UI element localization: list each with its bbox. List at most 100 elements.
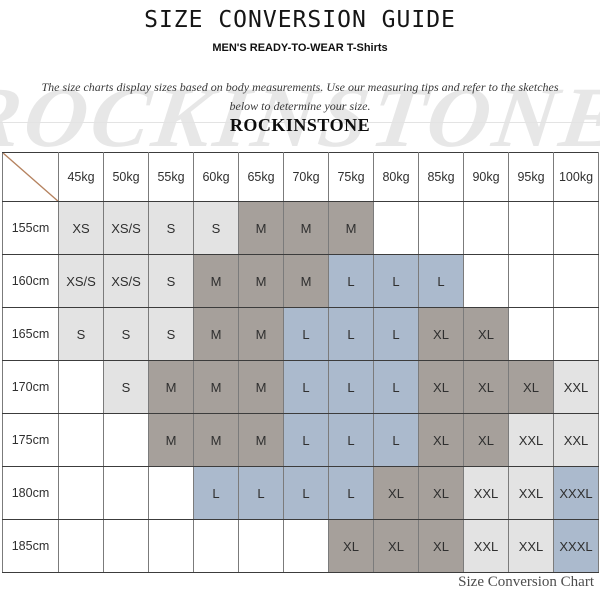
size-cell: XL: [418, 466, 464, 521]
corner-diagonal-cell: [2, 151, 59, 203]
empty-cell: [373, 201, 419, 256]
size-cell: XXL: [553, 360, 599, 415]
size-cell: L: [238, 466, 284, 521]
description-line-2: below to determine your size.: [229, 99, 371, 113]
height-label: 155cm: [2, 201, 59, 256]
size-cell: L: [283, 360, 329, 415]
size-cell: XL: [508, 360, 554, 415]
size-cell: S: [148, 307, 194, 362]
size-cell: M: [283, 201, 329, 256]
size-cell: L: [373, 360, 419, 415]
size-cell: L: [373, 307, 419, 362]
empty-cell: [58, 413, 104, 468]
empty-cell: [508, 307, 554, 362]
size-cell: XS/S: [58, 254, 104, 309]
size-cell: S: [148, 254, 194, 309]
size-cell: M: [193, 254, 239, 309]
table-row: 180cm L L L L XL XL XXL XXL XXXL: [2, 466, 599, 521]
weight-header: 90kg: [463, 151, 509, 203]
height-label: 165cm: [2, 307, 59, 362]
size-cell: XS/S: [103, 254, 149, 309]
empty-cell: [283, 519, 329, 574]
size-cell: XXXL: [553, 519, 599, 574]
table-row: 160cm XS/S XS/S S M M M L L L: [2, 254, 599, 309]
empty-cell: [58, 466, 104, 521]
size-cell: S: [58, 307, 104, 362]
weight-header: 80kg: [373, 151, 419, 203]
empty-cell: [463, 201, 509, 256]
size-cell: M: [328, 201, 374, 256]
weight-header: 50kg: [103, 151, 149, 203]
size-cell: XL: [463, 360, 509, 415]
size-cell: XL: [328, 519, 374, 574]
empty-cell: [463, 254, 509, 309]
size-cell: XXL: [463, 519, 509, 574]
size-table-body: 45kg 50kg 55kg 60kg 65kg 70kg 75kg 80kg 85kg 90kg…: [2, 151, 599, 574]
page-title: SIZE CONVERSION GUIDE: [144, 7, 456, 33]
size-cell: M: [238, 307, 284, 362]
size-cell: M: [238, 360, 284, 415]
height-label: 175cm: [2, 413, 59, 468]
size-cell: L: [283, 307, 329, 362]
page-subtitle: MEN'S READY-TO-WEAR T-Shirts: [212, 42, 388, 54]
weight-header: 75kg: [328, 151, 374, 203]
empty-cell: [193, 519, 239, 574]
weight-header: 70kg: [283, 151, 329, 203]
empty-cell: [553, 201, 599, 256]
size-cell: XXL: [508, 519, 554, 574]
size-cell: XXL: [463, 466, 509, 521]
weight-header: 100kg: [553, 151, 599, 203]
size-cell: XL: [418, 307, 464, 362]
size-cell: S: [148, 201, 194, 256]
size-cell: L: [328, 360, 374, 415]
size-cell: XXL: [508, 466, 554, 521]
height-label: 160cm: [2, 254, 59, 309]
size-cell: L: [328, 307, 374, 362]
empty-cell: [103, 413, 149, 468]
size-conversion-table: 45kg 50kg 55kg 60kg 65kg 70kg 75kg 80kg 85kg 90kg…: [2, 151, 599, 574]
size-cell: L: [283, 466, 329, 521]
table-row: 165cm S S S M M L L L XL XL: [2, 307, 599, 362]
empty-cell: [103, 519, 149, 574]
height-label: 170cm: [2, 360, 59, 415]
size-cell: XL: [463, 413, 509, 468]
empty-cell: [553, 307, 599, 362]
description-line-1: The size charts display sizes based on b…: [41, 80, 559, 94]
size-cell: M: [193, 413, 239, 468]
empty-cell: [103, 466, 149, 521]
brand-name: ROCKINSTONE: [229, 115, 371, 135]
size-cell: XL: [418, 519, 464, 574]
size-cell: XL: [373, 466, 419, 521]
empty-cell: [148, 519, 194, 574]
height-label: 180cm: [2, 466, 59, 521]
size-cell: L: [328, 254, 374, 309]
size-cell: M: [193, 307, 239, 362]
size-cell: S: [103, 360, 149, 415]
weight-header: 60kg: [193, 151, 239, 203]
weight-header: 65kg: [238, 151, 284, 203]
size-cell: XXL: [553, 413, 599, 468]
empty-cell: [508, 254, 554, 309]
size-cell: XL: [418, 413, 464, 468]
weight-header: 85kg: [418, 151, 464, 203]
empty-cell: [58, 519, 104, 574]
size-cell: XXXL: [553, 466, 599, 521]
empty-cell: [148, 466, 194, 521]
size-cell: M: [238, 254, 284, 309]
height-label: 185cm: [2, 519, 59, 574]
diagonal-line-icon: [3, 153, 58, 201]
size-cell: M: [148, 360, 194, 415]
chart-caption: Size Conversion Chart: [458, 574, 594, 590]
size-cell: M: [238, 413, 284, 468]
weight-header: 55kg: [148, 151, 194, 203]
size-cell: XL: [373, 519, 419, 574]
size-cell: M: [238, 201, 284, 256]
size-cell: S: [193, 201, 239, 256]
divider-line: [0, 122, 600, 123]
size-cell: XS: [58, 201, 104, 256]
size-cell: L: [373, 413, 419, 468]
size-cell: M: [283, 254, 329, 309]
empty-cell: [58, 360, 104, 415]
empty-cell: [238, 519, 284, 574]
size-cell: L: [373, 254, 419, 309]
